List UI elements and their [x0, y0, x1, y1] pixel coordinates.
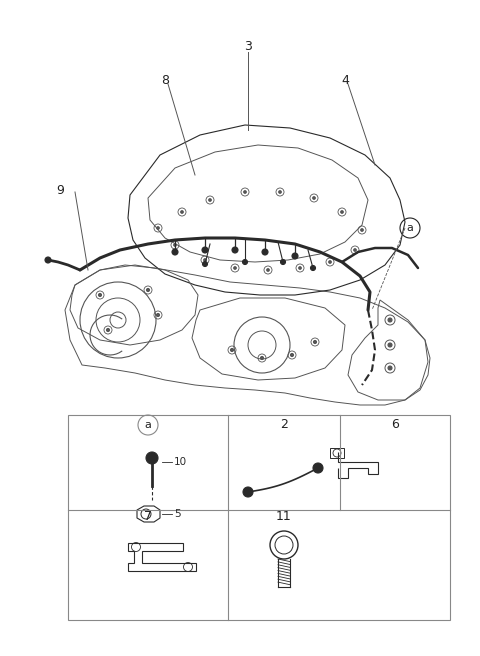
Circle shape [203, 262, 207, 266]
Circle shape [232, 247, 238, 253]
Circle shape [266, 268, 269, 272]
Circle shape [156, 226, 159, 230]
Text: 8: 8 [161, 73, 169, 87]
Circle shape [312, 197, 315, 199]
Circle shape [243, 190, 247, 194]
Circle shape [290, 354, 293, 356]
Circle shape [107, 329, 109, 331]
Circle shape [311, 266, 315, 270]
Circle shape [262, 249, 268, 255]
Circle shape [360, 228, 363, 232]
Circle shape [146, 289, 149, 291]
Circle shape [313, 340, 316, 344]
Text: 2: 2 [280, 419, 288, 432]
Text: 10: 10 [174, 457, 187, 467]
Circle shape [146, 452, 158, 464]
Circle shape [204, 258, 206, 262]
Circle shape [156, 314, 159, 316]
Text: 6: 6 [391, 419, 399, 432]
Circle shape [313, 463, 323, 473]
Circle shape [340, 211, 344, 213]
Circle shape [202, 247, 208, 253]
Circle shape [172, 249, 178, 255]
Text: 4: 4 [341, 73, 349, 87]
Circle shape [280, 260, 286, 264]
Circle shape [278, 190, 281, 194]
Circle shape [388, 318, 392, 322]
Circle shape [388, 343, 392, 347]
Text: 7: 7 [144, 510, 152, 522]
Circle shape [173, 243, 177, 247]
Circle shape [242, 260, 248, 264]
Text: a: a [144, 420, 151, 430]
Circle shape [230, 348, 233, 352]
Circle shape [299, 266, 301, 270]
Text: a: a [407, 223, 413, 233]
Circle shape [208, 199, 212, 201]
Circle shape [45, 257, 51, 263]
Circle shape [328, 260, 332, 264]
Circle shape [180, 211, 183, 213]
Text: 5: 5 [174, 509, 180, 519]
Text: 3: 3 [244, 41, 252, 54]
Circle shape [98, 293, 101, 297]
Circle shape [388, 366, 392, 370]
Circle shape [353, 249, 357, 251]
Circle shape [243, 487, 253, 497]
Text: 11: 11 [276, 510, 292, 522]
Circle shape [261, 356, 264, 359]
Text: 9: 9 [56, 184, 64, 197]
Circle shape [233, 266, 237, 270]
Circle shape [292, 253, 298, 259]
